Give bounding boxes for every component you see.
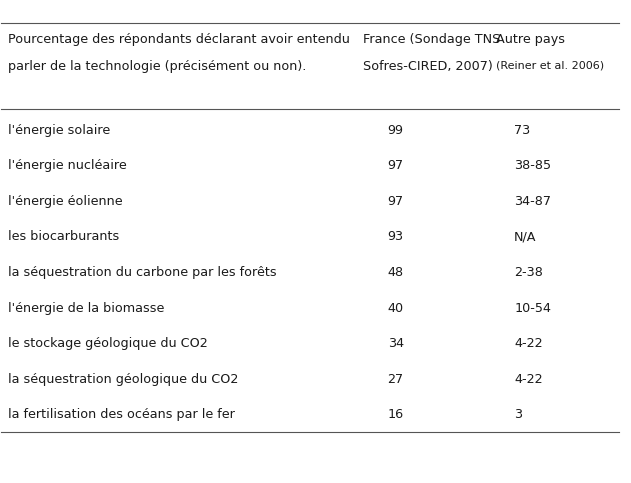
Text: Autre pays: Autre pays [496, 33, 565, 45]
Text: 34: 34 [387, 337, 404, 350]
Text: Sofres-CIRED, 2007): Sofres-CIRED, 2007) [363, 60, 493, 73]
Text: la séquestration géologique du CO2: la séquestration géologique du CO2 [8, 372, 238, 385]
Text: les biocarburants: les biocarburants [8, 230, 119, 243]
Text: France (Sondage TNS: France (Sondage TNS [363, 33, 500, 45]
Text: 99: 99 [387, 124, 404, 137]
Text: 10-54: 10-54 [514, 301, 551, 314]
Text: 34-87: 34-87 [514, 195, 551, 208]
Text: 4-22: 4-22 [514, 372, 543, 385]
Text: l'énergie solaire: l'énergie solaire [8, 124, 110, 137]
Text: 73: 73 [514, 124, 531, 137]
Text: l'énergie de la biomasse: l'énergie de la biomasse [8, 301, 164, 314]
Text: Pourcentage des répondants déclarant avoir entendu: Pourcentage des répondants déclarant avo… [8, 33, 350, 45]
Text: 48: 48 [387, 266, 404, 279]
Text: la fertilisation des océans par le fer: la fertilisation des océans par le fer [8, 408, 235, 421]
Text: 97: 97 [387, 159, 404, 172]
Text: 2-38: 2-38 [514, 266, 543, 279]
Text: N/A: N/A [514, 230, 537, 243]
Text: la séquestration du carbone par les forêts: la séquestration du carbone par les forê… [8, 266, 276, 279]
Text: 93: 93 [387, 230, 404, 243]
Text: 38-85: 38-85 [514, 159, 551, 172]
Text: 16: 16 [387, 408, 404, 421]
Text: 4-22: 4-22 [514, 337, 543, 350]
Text: 97: 97 [387, 195, 404, 208]
Text: 27: 27 [387, 372, 404, 385]
Text: le stockage géologique du CO2: le stockage géologique du CO2 [8, 337, 208, 350]
Text: (Reiner et al. 2006): (Reiner et al. 2006) [496, 60, 604, 71]
Text: l'énergie nucléaire: l'énergie nucléaire [8, 159, 126, 172]
Text: parler de la technologie (précisément ou non).: parler de la technologie (précisément ou… [8, 60, 306, 73]
Text: l'énergie éolienne: l'énergie éolienne [8, 195, 122, 208]
Text: 3: 3 [514, 408, 522, 421]
Text: 40: 40 [387, 301, 404, 314]
